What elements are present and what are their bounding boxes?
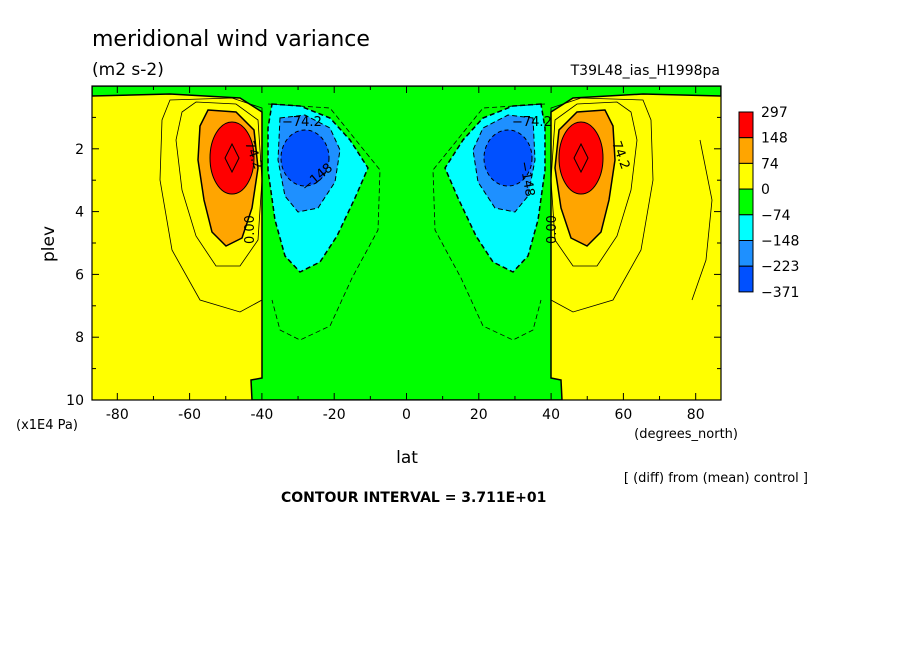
contour-label-neg148-east: −148 (516, 160, 537, 198)
x-tick-label-5: 20 (470, 407, 488, 423)
x-axis: -80 -60 -40 -20 0 20 40 60 80 (106, 86, 705, 423)
y-tick-label-3: 8 (75, 330, 84, 346)
y-axis-label: plev (39, 226, 59, 262)
y-axis: 2 4 6 8 10 (66, 116, 721, 409)
x-tick-label-4: 0 (402, 407, 411, 423)
colorbar-swatch-0 (738, 111, 754, 139)
red-core-east (558, 121, 604, 195)
colorbar-swatch-5 (738, 240, 754, 267)
contour-line-pos-west (175, 101, 263, 267)
colorbar-label-7: −371 (761, 285, 799, 301)
colorbar: 297 148 74 0 −74 −148 −223 −371 (738, 105, 799, 301)
y-axis-units: (x1E4 Pa) (16, 418, 78, 433)
dashed-contour-east (432, 103, 546, 341)
x-tick-label-8: 80 (687, 407, 705, 423)
colorbar-swatch-3 (738, 188, 754, 216)
colorbar-label-5: −148 (761, 234, 799, 250)
contour-labels: 74.2 74.2 −74.2 −74.2 −148 −148 0.00 0.0… (241, 115, 632, 244)
contour-line-low-east (550, 97, 654, 313)
colorbar-swatch-6 (738, 265, 754, 293)
green-central-region (92, 86, 721, 400)
y-tick-label-1: 4 (75, 205, 84, 221)
x-tick-label-6: 40 (542, 407, 560, 423)
x-axis-units: (degrees_north) (634, 427, 738, 442)
diff-note: [ (diff) from (mean) control ] (624, 471, 808, 486)
contour-line-pos-east (550, 101, 638, 267)
x-tick-label-3: -20 (323, 407, 346, 423)
colorbar-swatch-4 (738, 214, 754, 242)
colorbar-label-0: 297 (761, 105, 788, 121)
red-center-marker-west (224, 142, 240, 174)
colorbar-swatch-1 (738, 137, 754, 164)
red-center-marker-east (573, 142, 589, 174)
chart-units: (m2 s-2) (92, 60, 164, 80)
colorbar-label-6: −223 (761, 259, 799, 275)
red-core-west (209, 121, 255, 195)
contour-interval: CONTOUR INTERVAL = 3.711E+01 (281, 490, 546, 506)
dashed-contour-west (267, 103, 381, 341)
colorbar-label-2: 74 (761, 156, 779, 172)
contour-label-neg-east: −74.2 (512, 115, 552, 130)
x-tick-label-7: 60 (614, 407, 632, 423)
y-tick-label-4: 10 (66, 393, 84, 409)
y-tick-label-2: 6 (75, 267, 84, 283)
contour-label-zero-west: 0.00 (243, 215, 258, 244)
contour-label-zero-east: 0.00 (545, 215, 560, 244)
contour-label-neg-west: −74.2 (282, 115, 322, 130)
x-tick-label-2: -40 (250, 407, 273, 423)
y-tick-label-0: 2 (75, 142, 84, 158)
x-tick-label-1: -60 (178, 407, 201, 423)
deep-blue-core-west (280, 129, 330, 187)
chart-title: meridional wind variance (92, 27, 370, 52)
colorbar-label-3: 0 (761, 182, 770, 198)
colorbar-label-1: 148 (761, 131, 788, 147)
x-axis-label: lat (396, 448, 418, 468)
colorbar-label-4: −74 (761, 208, 791, 224)
x-tick-label-0: -80 (106, 407, 129, 423)
contour-line-outer-east (691, 139, 713, 301)
filled-contours (92, 86, 721, 400)
contour-line-low-west (159, 97, 263, 313)
colorbar-swatch-2 (738, 162, 754, 190)
run-label: T39L48_ias_H1998pa (570, 63, 720, 79)
deep-blue-core-east (483, 129, 533, 187)
